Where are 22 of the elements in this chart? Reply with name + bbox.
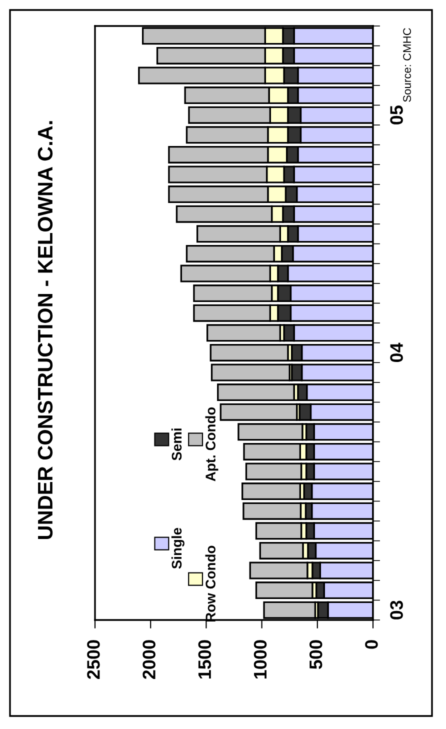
bar — [242, 482, 301, 500]
legend-label: Apt. Condo — [205, 407, 218, 482]
bar — [206, 324, 281, 342]
bar — [255, 582, 314, 600]
x-tick-label: 2000 — [142, 640, 156, 679]
x-tick-label: 500 — [309, 640, 322, 670]
source-note: Source: CMHC — [403, 28, 411, 102]
x-tick-label: 2500 — [87, 640, 100, 679]
y-tick-label: 03 — [390, 600, 403, 620]
bar — [217, 384, 295, 402]
bar — [220, 403, 298, 421]
legend-label: Semi — [171, 428, 182, 460]
x-tick-label: 0 — [365, 640, 378, 649]
bar — [210, 364, 290, 382]
y-tick-label: 05 — [390, 106, 403, 124]
x-tick-label: 1500 — [198, 640, 212, 678]
bar — [210, 344, 289, 362]
y-tick-label: 04 — [390, 342, 403, 362]
text: UNDER CONSTRUCTION - KELOWNA C.A. — [38, 121, 53, 539]
legend-label: Single — [171, 528, 184, 569]
x-tick-label: 1000 — [254, 640, 267, 678]
bar — [238, 423, 304, 441]
